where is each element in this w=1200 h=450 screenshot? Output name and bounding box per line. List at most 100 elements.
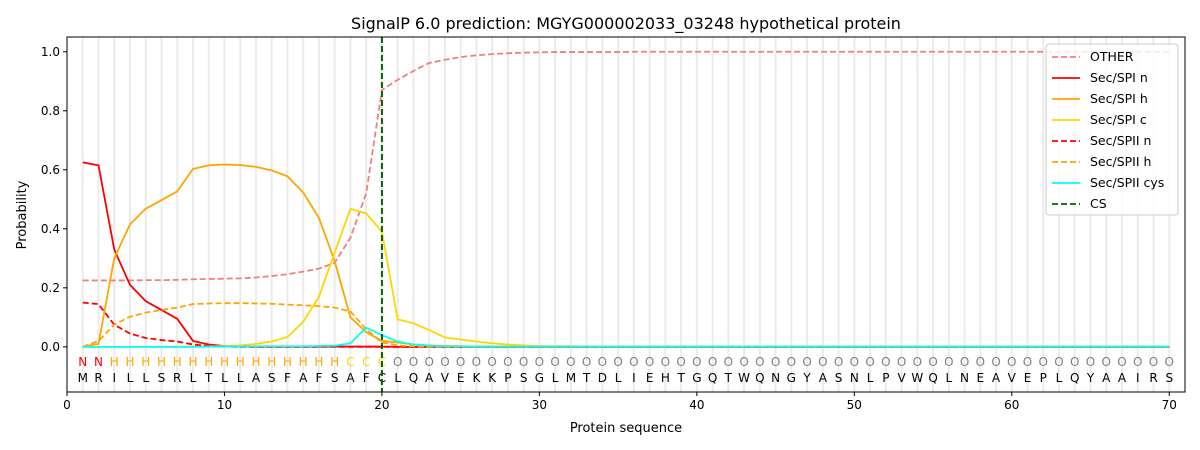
residue-label: S bbox=[1165, 371, 1173, 385]
residue-label: L bbox=[237, 371, 244, 385]
residue-label: A bbox=[252, 371, 261, 385]
region-label: O bbox=[739, 355, 748, 369]
residue-label: L bbox=[190, 371, 197, 385]
region-label: O bbox=[1149, 355, 1158, 369]
region-label: O bbox=[692, 355, 701, 369]
plot-frame bbox=[66, 36, 1186, 393]
region-label: O bbox=[1023, 355, 1032, 369]
chart-title: SignalP 6.0 prediction: MGYG000002033_03… bbox=[351, 14, 901, 34]
region-label: O bbox=[503, 355, 512, 369]
residue-label: M bbox=[78, 371, 88, 385]
legend-label: Sec/SPII h bbox=[1090, 154, 1151, 169]
region-label: O bbox=[456, 355, 465, 369]
x-tick-label: 60 bbox=[1004, 398, 1019, 412]
residue-label: P bbox=[1040, 371, 1047, 385]
residue-gridlines bbox=[81, 37, 1171, 392]
residue-label: Q bbox=[755, 371, 764, 385]
residue-label: G bbox=[535, 371, 544, 385]
region-label: H bbox=[110, 355, 119, 369]
legend-box bbox=[1045, 43, 1179, 216]
residue-label: Y bbox=[1086, 371, 1095, 385]
residue-label: I bbox=[112, 371, 116, 385]
region-label: O bbox=[1165, 355, 1174, 369]
region-label: H bbox=[173, 355, 182, 369]
axis-ticks: 0 10 20 30 40 50 60 70 0.0 0.2 0.4 0.6 0.8 1.0 bbox=[41, 45, 1177, 412]
region-label: O bbox=[755, 355, 764, 369]
residue-label: A bbox=[425, 371, 434, 385]
region-label: O bbox=[771, 355, 780, 369]
series-line-sec-spii-n bbox=[82, 301, 1170, 348]
residue-label: F bbox=[315, 371, 322, 385]
region-label: O bbox=[566, 355, 575, 369]
region-label: C bbox=[346, 355, 354, 369]
residue-label: A bbox=[346, 371, 355, 385]
region-label: H bbox=[251, 355, 260, 369]
region-label: O bbox=[1070, 355, 1079, 369]
region-label: H bbox=[157, 355, 166, 369]
residue-label: N bbox=[960, 371, 969, 385]
region-label: O bbox=[409, 355, 418, 369]
sequence-labels: NMNRHIHLHLHSHRHLHTHLHLHAHSHFHAHFHSCACFCC… bbox=[78, 355, 1174, 385]
region-label: O bbox=[976, 355, 985, 369]
residue-label: T bbox=[676, 371, 685, 385]
residue-label: A bbox=[819, 371, 828, 385]
y-tick-label: 0.8 bbox=[41, 104, 60, 118]
x-tick-label: 0 bbox=[63, 398, 71, 412]
residue-label: E bbox=[646, 371, 654, 385]
residue-label: L bbox=[127, 371, 134, 385]
residue-label: E bbox=[457, 371, 465, 385]
series-line-sec-spi-h bbox=[82, 163, 1170, 348]
region-label: O bbox=[802, 355, 811, 369]
region-label: O bbox=[724, 355, 733, 369]
region-label: O bbox=[487, 355, 496, 369]
residue-label: Y bbox=[802, 371, 811, 385]
region-label: O bbox=[1133, 355, 1142, 369]
region-label: O bbox=[645, 355, 654, 369]
y-tick-label: 0.6 bbox=[41, 163, 60, 177]
x-tick-label: 20 bbox=[374, 398, 389, 412]
residue-label: T bbox=[582, 371, 591, 385]
residue-label: N bbox=[771, 371, 780, 385]
legend-label: Sec/SPII cys bbox=[1090, 175, 1164, 190]
region-label: H bbox=[283, 355, 292, 369]
residue-label: E bbox=[1024, 371, 1032, 385]
region-label: O bbox=[582, 355, 591, 369]
region-label: O bbox=[393, 355, 402, 369]
y-tick-label: 0.4 bbox=[41, 222, 60, 236]
residue-label: L bbox=[221, 371, 228, 385]
residue-label: M bbox=[566, 371, 576, 385]
region-label: H bbox=[299, 355, 308, 369]
region-label: O bbox=[1007, 355, 1016, 369]
residue-label: T bbox=[724, 371, 733, 385]
region-label: O bbox=[1054, 355, 1063, 369]
residue-label: L bbox=[394, 371, 401, 385]
region-label: O bbox=[928, 355, 937, 369]
residue-label: L bbox=[1056, 371, 1063, 385]
region-label: O bbox=[881, 355, 890, 369]
region-label: O bbox=[598, 355, 607, 369]
region-label: H bbox=[141, 355, 150, 369]
residue-label: K bbox=[488, 371, 497, 385]
y-tick-label: 0.0 bbox=[41, 340, 60, 354]
residue-label: C bbox=[378, 371, 386, 385]
residue-label: A bbox=[1118, 371, 1127, 385]
legend-label: CS bbox=[1090, 196, 1107, 211]
legend-label: Sec/SPI n bbox=[1090, 70, 1148, 85]
residue-label: Q bbox=[708, 371, 717, 385]
region-label: H bbox=[314, 355, 323, 369]
x-tick-label: 50 bbox=[847, 398, 862, 412]
residue-label: R bbox=[1149, 371, 1157, 385]
residue-label: F bbox=[284, 371, 291, 385]
region-label: O bbox=[440, 355, 449, 369]
residue-label: R bbox=[173, 371, 181, 385]
region-label: O bbox=[676, 355, 685, 369]
region-label: O bbox=[424, 355, 433, 369]
residue-label: Q bbox=[1070, 371, 1079, 385]
region-label: C bbox=[362, 355, 370, 369]
region-label: O bbox=[897, 355, 906, 369]
residue-label: G bbox=[692, 371, 701, 385]
residue-label: V bbox=[441, 371, 450, 385]
region-label: O bbox=[991, 355, 1000, 369]
region-label: H bbox=[236, 355, 245, 369]
residue-label: S bbox=[520, 371, 528, 385]
